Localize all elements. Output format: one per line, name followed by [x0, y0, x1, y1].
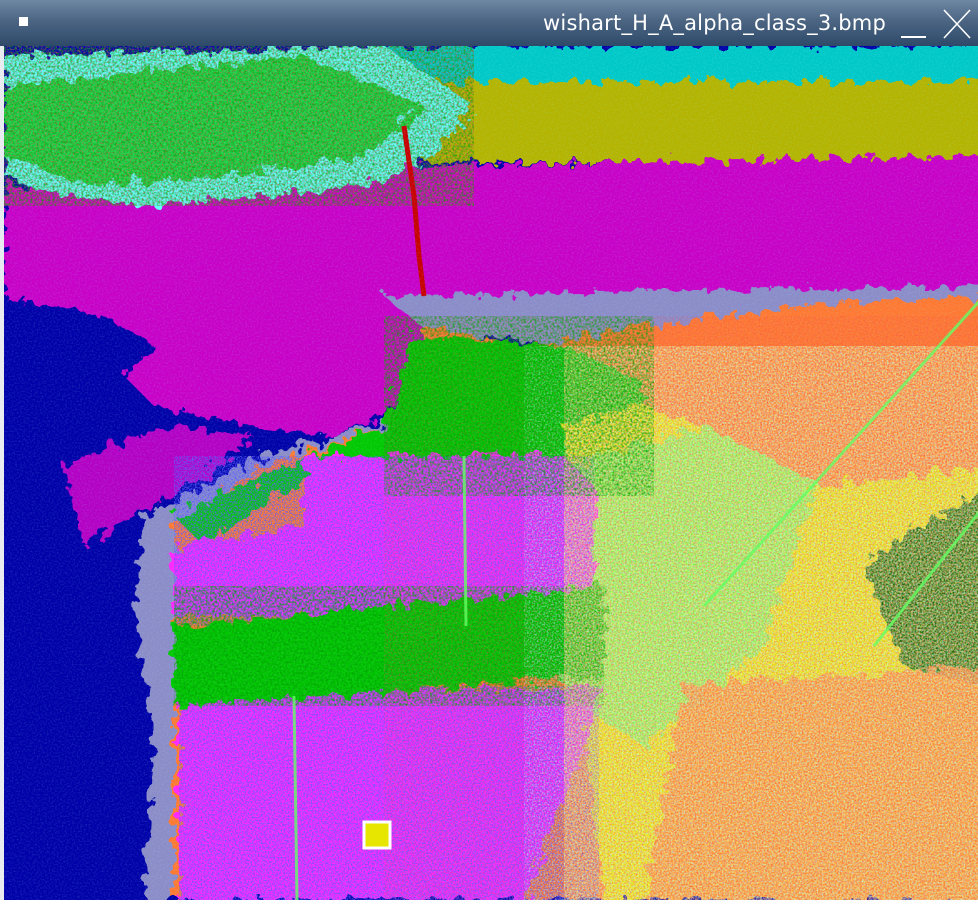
- close-icon: [943, 9, 971, 39]
- street-lines: [292, 300, 978, 900]
- classification-map: [4, 46, 978, 900]
- window-frame-left: [0, 46, 4, 906]
- window-title: wishart_H_A_alpha_class_3.bmp: [543, 11, 886, 35]
- classification-image: [4, 46, 978, 900]
- window-menu-button[interactable]: [18, 16, 30, 28]
- minimize-icon: [901, 36, 926, 38]
- title-bar[interactable]: wishart_H_A_alpha_class_3.bmp: [0, 0, 978, 47]
- close-button[interactable]: [938, 6, 972, 40]
- window-frame-bottom: [0, 900, 978, 906]
- window-menu-icon: [19, 17, 28, 26]
- minimize-button[interactable]: [898, 12, 928, 40]
- square-feature: [362, 820, 392, 850]
